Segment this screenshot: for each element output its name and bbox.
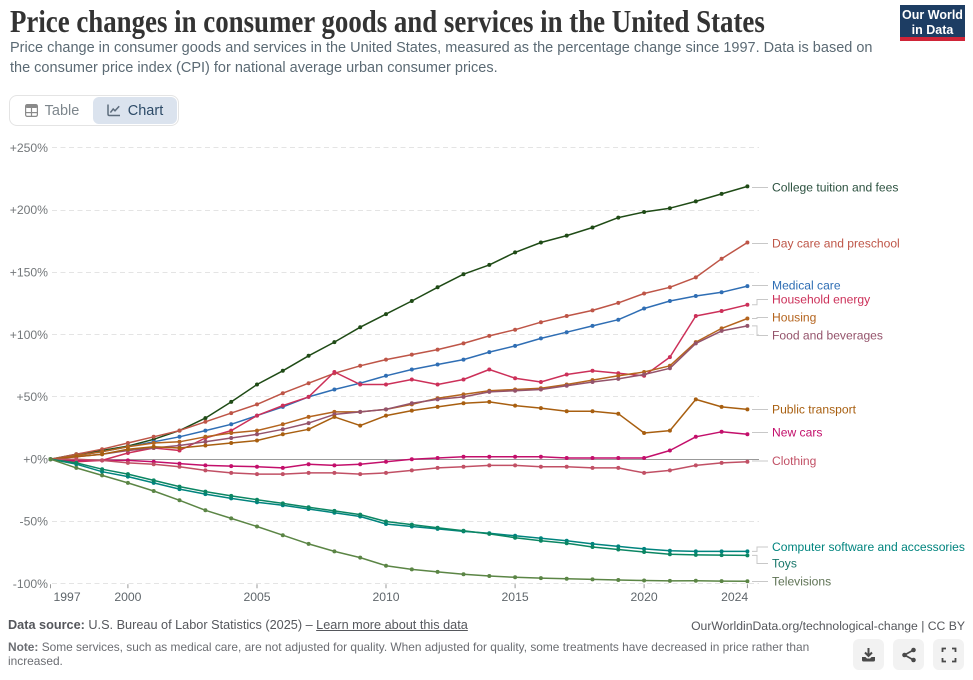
svg-text:2015: 2015 <box>502 590 529 604</box>
svg-text:College tuition and fees: College tuition and fees <box>772 181 898 195</box>
svg-text:+200%: +200% <box>10 203 48 217</box>
svg-text:New cars: New cars <box>772 426 822 440</box>
svg-text:Day care and preschool: Day care and preschool <box>772 237 900 251</box>
svg-text:2024: 2024 <box>721 590 748 604</box>
svg-text:Televisions: Televisions <box>772 575 831 589</box>
svg-text:2005: 2005 <box>243 590 270 604</box>
svg-text:1997: 1997 <box>54 590 81 604</box>
svg-text:2000: 2000 <box>114 590 141 604</box>
svg-text:+150%: +150% <box>10 266 48 280</box>
svg-text:Clothing: Clothing <box>772 454 816 468</box>
svg-text:-50%: -50% <box>20 515 49 529</box>
svg-text:2020: 2020 <box>631 590 658 604</box>
svg-text:+100%: +100% <box>10 328 48 342</box>
svg-text:Household energy: Household energy <box>772 293 871 307</box>
svg-text:Housing: Housing <box>772 311 816 325</box>
svg-text:Toys: Toys <box>772 557 797 571</box>
svg-text:Computer software and accessor: Computer software and accessories <box>772 540 965 554</box>
svg-text:Medical care: Medical care <box>772 279 841 293</box>
svg-text:+0%: +0% <box>23 452 48 466</box>
svg-text:2010: 2010 <box>372 590 399 604</box>
svg-text:Public transport: Public transport <box>772 403 857 417</box>
svg-text:-100%: -100% <box>13 577 48 591</box>
svg-text:+250%: +250% <box>10 141 48 155</box>
svg-text:Food and beverages: Food and beverages <box>772 329 883 343</box>
svg-text:+50%: +50% <box>16 390 48 404</box>
